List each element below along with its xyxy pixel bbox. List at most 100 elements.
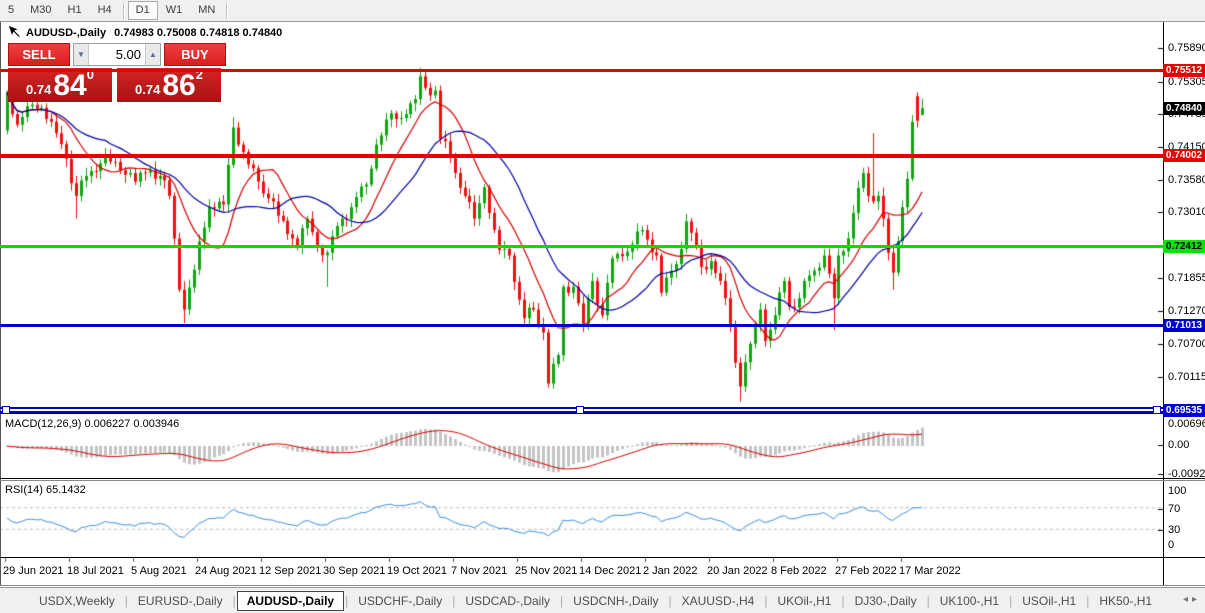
date-axis-bottom-border	[0, 585, 1205, 586]
rsi-axis-label: 0	[1168, 539, 1175, 551]
symbol-tab-hk50-h1[interactable]: HK50-,H1	[1099, 593, 1153, 608]
volume-decrease-button[interactable]: ▼	[74, 44, 89, 65]
chart-title-row: AUDUSD-,Daily 0.74983 0.75008 0.74818 0.…	[8, 25, 283, 41]
chart-ohlc-quotes: 0.74983 0.75008 0.74818 0.74840	[114, 27, 283, 39]
toolbar-separator	[122, 2, 125, 19]
date-axis-label: 7 Nov 2021	[451, 565, 508, 577]
date-axis-label: 8 Feb 2022	[771, 565, 827, 577]
sell-price-pipette: 0	[86, 67, 94, 82]
volume-increase-button[interactable]: ▲	[145, 44, 160, 65]
volume-control: ▼ 5.00 ▲	[73, 43, 161, 66]
price-level-badge: 0.71013	[1163, 319, 1205, 333]
symbol-tab-usoil-h1[interactable]: USOil-,H1	[1022, 593, 1077, 608]
symbol-tab-usdchf-daily[interactable]: USDCHF-,Daily	[358, 593, 443, 608]
chart-window: AUDUSD-,Daily 0.74983 0.75008 0.74818 0.…	[0, 22, 1205, 586]
tab-separator: |	[124, 593, 128, 608]
timeframe-button-h1[interactable]: H1	[67, 4, 82, 16]
tabs-scroll-arrows[interactable]: ◂▸	[1182, 594, 1201, 605]
buy-price-panel[interactable]: 0.74 86 2	[117, 68, 221, 102]
buy-price-prefix: 0.74	[135, 82, 161, 97]
symbol-tab-usdcad-daily[interactable]: USDCAD-,Daily	[465, 593, 551, 608]
symbol-tab-dj30-daily[interactable]: DJ30-,Daily	[854, 593, 917, 608]
symbol-tab-uk100-h1[interactable]: UK100-,H1	[939, 593, 1000, 608]
horizontal-level-line[interactable]	[0, 324, 1163, 328]
buy-price-big-digits: 86	[162, 69, 196, 102]
timeframe-button-5[interactable]: 5	[8, 4, 15, 16]
timeframe-button-m30[interactable]: M30	[30, 4, 52, 16]
rsi-axis-label: 70	[1168, 503, 1181, 515]
sell-price-panel[interactable]: 0.74 84 0	[8, 68, 112, 102]
price-axis-separator	[1163, 22, 1164, 586]
rsi-axis-label: 30	[1168, 524, 1181, 536]
one-click-trading-widget: SELL ▼ 5.00 ▲ BUY 0.74 84 0 0.74 86 2	[8, 43, 226, 102]
macd-indicator-label: MACD(12,26,9) 0.006227 0.003946	[5, 418, 180, 430]
chart-left-border	[0, 22, 1, 586]
line-handle[interactable]	[2, 406, 10, 414]
timeframe-button-h4[interactable]: H4	[97, 4, 112, 16]
horizontal-level-line[interactable]	[0, 244, 1163, 248]
tab-separator: |	[232, 593, 236, 608]
sell-button[interactable]: SELL	[8, 43, 70, 66]
timeframe-button-d1[interactable]: D1	[127, 1, 158, 20]
date-axis-label: 19 Oct 2021	[387, 565, 447, 577]
symbol-tab-eurusd-daily[interactable]: EURUSD-,Daily	[137, 593, 223, 608]
horizontal-level-line[interactable]	[0, 153, 1163, 158]
buy-button[interactable]: BUY	[164, 43, 226, 66]
symbol-tab-bar: ◂▸ USDX,Weekly | EURUSD-,Daily | AUDUSD-,Dai…	[0, 587, 1205, 613]
tab-separator: |	[345, 593, 349, 608]
symbol-tab-usdx-weekly[interactable]: USDX,Weekly	[39, 593, 115, 608]
volume-input[interactable]: 5.00	[115, 47, 141, 62]
line-handle[interactable]	[1153, 406, 1161, 414]
price-level-badge: 0.74840	[1163, 101, 1205, 115]
date-axis-label: 17 Mar 2022	[899, 565, 961, 577]
tab-separator: |	[926, 593, 930, 608]
price-chart-canvas[interactable]	[0, 22, 1163, 586]
price-level-badge: 0.75512	[1163, 63, 1205, 77]
rsi-indicator-label: RSI(14) 65.1432	[5, 484, 86, 496]
cursor-arrow-icon	[8, 25, 20, 41]
price-level-badge: 0.74002	[1163, 149, 1205, 163]
toolbar-separator	[226, 2, 229, 19]
macd-pane-bottom-border	[0, 478, 1205, 479]
price-axis-tick-label: 0.71855	[1168, 272, 1205, 285]
price-axis-tick-label: 0.75305	[1168, 75, 1205, 88]
tab-separator: |	[668, 593, 672, 608]
date-axis-label: 27 Feb 2022	[835, 565, 897, 577]
symbol-tab-usdcnh-daily[interactable]: USDCNH-,Daily	[573, 593, 659, 608]
macd-axis-label: 0.00	[1168, 439, 1190, 451]
price-axis-tick-label: 0.70700	[1168, 337, 1205, 350]
date-axis-label: 18 Jul 2021	[67, 565, 124, 577]
price-level-badge: 0.69535	[1163, 403, 1205, 417]
rsi-pane-bottom-border	[0, 557, 1205, 558]
tab-separator: |	[841, 593, 845, 608]
macd-axis-label: -0.00923	[1168, 468, 1205, 480]
tab-separator: |	[764, 593, 768, 608]
date-axis-label: 2 Jan 2022	[643, 565, 698, 577]
symbol-tab-audusd-daily[interactable]: AUDUSD-,Daily	[236, 590, 345, 611]
price-level-badge: 0.72412	[1163, 239, 1205, 253]
date-axis-label: 30 Sep 2021	[323, 565, 386, 577]
rsi-axis-label: 100	[1168, 485, 1187, 497]
timeframe-button-mn[interactable]: MN	[198, 4, 216, 16]
tab-separator: |	[1086, 593, 1090, 608]
tab-separator: |	[452, 593, 456, 608]
date-axis-label: 20 Jan 2022	[707, 565, 768, 577]
date-axis-label: 14 Dec 2021	[579, 565, 642, 577]
symbol-tab-xauusd-h4[interactable]: XAUUSD-,H4	[681, 593, 755, 608]
horizontal-level-line[interactable]	[0, 68, 1163, 72]
price-axis-tick-label: 0.73010	[1168, 206, 1205, 219]
date-axis-label: 25 Nov 2021	[515, 565, 578, 577]
sell-price-big-digits: 84	[53, 69, 87, 102]
tab-separator: |	[1009, 593, 1013, 608]
timeframe-button-w1[interactable]: W1	[165, 4, 183, 16]
line-handle[interactable]	[576, 406, 584, 414]
price-axis-tick-label: 0.73580	[1168, 173, 1205, 186]
timeframe-toolbar: 5 M30 H1 H4 D1 W1 MN	[0, 0, 1205, 22]
symbol-tab-ukoil-h1[interactable]: UKOil-,H1	[777, 593, 832, 608]
buy-price-pipette: 2	[195, 67, 203, 82]
price-axis-tick-label: 0.71270	[1168, 305, 1205, 318]
price-axis-tick-label: 0.75890	[1168, 42, 1205, 55]
date-axis-label: 5 Aug 2021	[131, 565, 187, 577]
date-axis-label: 29 Jun 2021	[3, 565, 64, 577]
